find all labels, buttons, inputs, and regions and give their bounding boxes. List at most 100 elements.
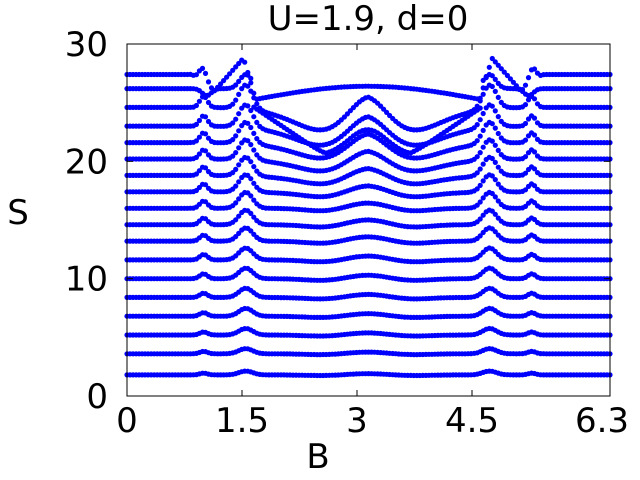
data-point: [245, 103, 251, 109]
data-point: [236, 145, 242, 151]
data-point: [202, 114, 209, 120]
data-point: [474, 122, 480, 128]
data-point: [202, 182, 209, 188]
data-point: [492, 194, 498, 200]
data-point: [245, 83, 251, 89]
data-point: [230, 137, 236, 143]
data-point: [531, 149, 538, 155]
data-point: [474, 138, 480, 144]
x-tick-label: 1.5: [215, 401, 269, 441]
data-point: [522, 137, 529, 143]
data-point: [251, 114, 257, 120]
data-point: [221, 78, 227, 84]
x-tick-label: 6.3: [575, 401, 629, 441]
data-point: [531, 66, 538, 72]
data-point: [236, 128, 242, 134]
data-point: [480, 161, 486, 167]
data-point: [196, 168, 202, 174]
data-point: [236, 196, 242, 202]
data-point: [492, 159, 498, 165]
data-point: [230, 101, 236, 107]
data-point: [498, 66, 504, 72]
data-point: [495, 94, 501, 100]
data-point: [480, 178, 486, 184]
data-point: [495, 181, 501, 187]
data-point: [251, 197, 257, 203]
data-point: [480, 127, 486, 133]
data-point: [254, 136, 260, 142]
data-point: [248, 124, 254, 131]
data-point: [531, 132, 538, 138]
y-axis: 0 10 20 30: [65, 25, 610, 417]
data-point: [245, 155, 251, 161]
x-tick-label: 3: [346, 401, 368, 441]
data-point: [489, 73, 495, 79]
y-tick-label: 0: [86, 377, 108, 417]
data-point: [495, 164, 501, 170]
data-point: [233, 166, 239, 172]
data-point: [202, 199, 209, 205]
data-point: [531, 200, 538, 206]
data-point: [196, 184, 202, 191]
data-point: [480, 110, 486, 117]
data-point: [230, 67, 236, 73]
data-point: [205, 118, 212, 125]
data-point: [236, 162, 242, 168]
data-point: [248, 159, 254, 165]
data-point: [236, 91, 242, 97]
data-point: [480, 212, 486, 218]
data-point: [239, 86, 245, 92]
plot-frame: [126, 43, 611, 397]
data-point: [504, 72, 510, 79]
data-point: [525, 75, 532, 81]
data-point: [492, 229, 498, 235]
data-point: [193, 171, 199, 177]
data-point: [248, 210, 254, 216]
data-point: [477, 216, 483, 222]
data-point: [233, 183, 239, 189]
data-point: [227, 71, 233, 77]
data-point: [233, 217, 239, 223]
y-tick-label: 10: [65, 260, 108, 300]
data-point: [522, 170, 529, 176]
data-point: [248, 107, 254, 114]
data-point: [211, 88, 218, 94]
data-point: [477, 95, 483, 101]
data-point: [248, 193, 254, 199]
data-point: [245, 69, 251, 76]
data-point: [495, 130, 501, 137]
data-point: [196, 117, 202, 124]
data-point: [248, 228, 254, 234]
data-point: [230, 120, 236, 126]
data-point: [196, 151, 202, 157]
data-point: [492, 142, 498, 148]
data-point: [531, 115, 538, 121]
data-point: [251, 147, 257, 153]
data-point: [492, 177, 498, 183]
data-point: [193, 154, 199, 160]
data-point: [254, 119, 260, 125]
data-point: [492, 108, 498, 114]
x-axis-label: B: [306, 437, 329, 477]
data-point: [510, 79, 516, 85]
data-point: [233, 82, 239, 88]
data-point: [245, 172, 251, 178]
data-point: [522, 154, 529, 160]
data-point: [477, 166, 483, 172]
data-point: [501, 69, 507, 75]
data-point: [199, 65, 206, 71]
data-point: [193, 72, 199, 78]
data-point: [233, 116, 239, 122]
data-point: [193, 121, 199, 127]
data-point: [495, 114, 501, 120]
data-point: [202, 148, 209, 154]
data-point: [513, 83, 520, 89]
data-point: [477, 182, 483, 188]
data-point: [196, 134, 202, 140]
data-point: [242, 59, 248, 65]
data-point: [489, 121, 495, 127]
data-point: [531, 96, 538, 102]
data-point: [477, 105, 483, 111]
data-point: [254, 152, 260, 158]
